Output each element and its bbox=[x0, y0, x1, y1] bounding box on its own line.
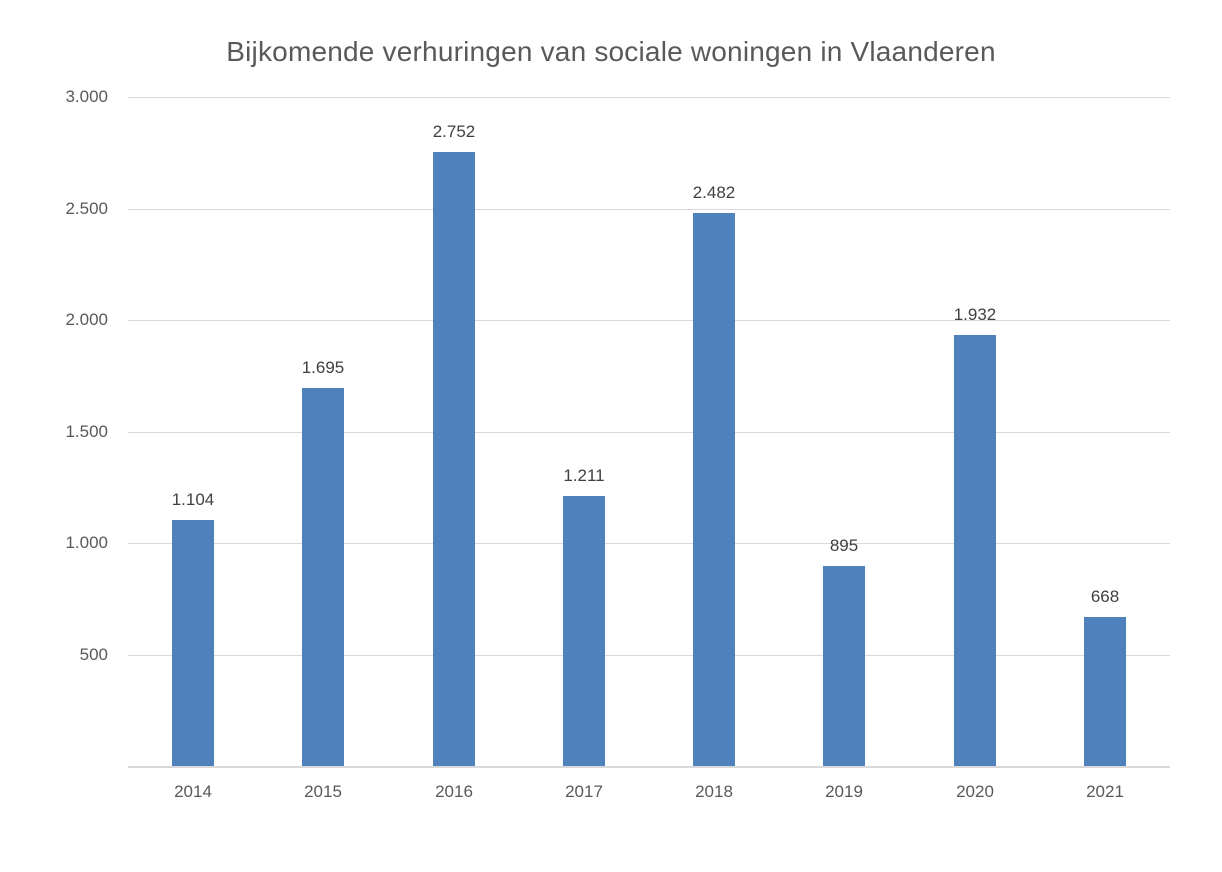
x-axis-category-label: 2018 bbox=[695, 782, 733, 801]
x-axis-category-label: 2021 bbox=[1086, 782, 1124, 801]
bar-2016 bbox=[433, 152, 475, 766]
y-axis-tick-label: 2.000 bbox=[65, 310, 108, 329]
bar-2015 bbox=[302, 388, 344, 766]
x-axis-category-label: 2015 bbox=[304, 782, 342, 801]
bar-2021 bbox=[1084, 617, 1126, 766]
y-axis-tick-label: 3.000 bbox=[65, 87, 108, 106]
bar-2014 bbox=[172, 520, 214, 766]
data-label-2015: 1.695 bbox=[301, 358, 345, 377]
chart-title: Bijkomende verhuringen van sociale wonin… bbox=[226, 36, 996, 67]
y-axis-tick-label: 500 bbox=[79, 645, 108, 664]
x-axis-category-label: 2016 bbox=[435, 782, 473, 801]
y-axis-tick-label: 1.000 bbox=[65, 533, 108, 552]
gridline bbox=[128, 655, 1170, 656]
bar-2020 bbox=[954, 335, 996, 766]
data-label-2020: 1.932 bbox=[953, 305, 997, 324]
x-axis-line bbox=[128, 766, 1170, 768]
data-label-2018: 2.482 bbox=[692, 183, 736, 202]
data-label-2014: 1.104 bbox=[171, 490, 215, 509]
bar-2017 bbox=[563, 496, 605, 766]
y-axis-tick-label: 1.500 bbox=[65, 422, 108, 441]
gridline bbox=[128, 209, 1170, 210]
x-axis-category-label: 2020 bbox=[956, 782, 994, 801]
x-axis-category-label: 2019 bbox=[825, 782, 863, 801]
bar-2019 bbox=[823, 566, 865, 766]
x-axis-category-label: 2014 bbox=[174, 782, 212, 801]
gridline bbox=[128, 432, 1170, 433]
bar-2018 bbox=[693, 213, 735, 766]
gridline bbox=[128, 543, 1170, 544]
gridline bbox=[128, 320, 1170, 321]
data-label-2021: 668 bbox=[1090, 587, 1120, 606]
y-axis-tick-label: 2.500 bbox=[65, 199, 108, 218]
data-label-2016: 2.752 bbox=[432, 122, 476, 141]
data-label-2019: 895 bbox=[829, 536, 859, 555]
x-axis-category-label: 2017 bbox=[565, 782, 603, 801]
data-label-2017: 1.211 bbox=[563, 466, 605, 485]
gridline bbox=[128, 97, 1170, 98]
